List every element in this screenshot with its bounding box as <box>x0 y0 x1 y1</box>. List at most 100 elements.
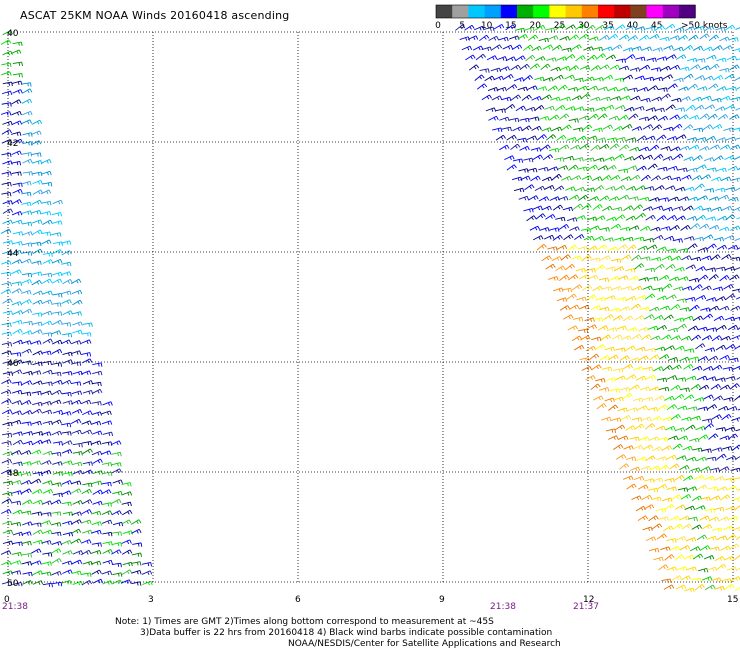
wind-barb <box>81 441 92 446</box>
wind-barb <box>686 215 698 221</box>
wind-barb <box>517 34 528 40</box>
wind-barb <box>684 236 695 241</box>
wind-barb <box>666 566 677 571</box>
wind-barb <box>566 136 577 142</box>
wind-barb <box>692 45 704 51</box>
wind-barb <box>692 127 704 133</box>
wind-barb <box>72 299 83 306</box>
wind-barb <box>10 570 22 575</box>
wind-barb <box>699 223 710 230</box>
wind-barb <box>12 89 23 94</box>
wind-barb <box>51 541 63 546</box>
wind-barb <box>509 35 520 40</box>
wind-barb <box>644 314 655 320</box>
wind-barb <box>666 486 677 491</box>
wind-barb <box>51 531 62 537</box>
wind-barb <box>474 74 485 81</box>
wind-barb <box>634 26 646 31</box>
wind-barb <box>676 323 687 330</box>
wind-barb <box>92 458 103 464</box>
wind-barb <box>531 125 542 131</box>
wind-barb <box>636 456 647 462</box>
wind-barb <box>32 189 44 195</box>
wind-barb <box>629 146 640 152</box>
wind-barb <box>132 542 143 547</box>
wind-barb <box>32 471 43 477</box>
wind-barb <box>559 36 570 41</box>
wind-barb <box>615 104 626 110</box>
wind-barb <box>599 195 610 202</box>
wind-barb <box>652 477 664 483</box>
wind-barb <box>62 278 73 285</box>
wind-barb <box>625 186 637 191</box>
wind-barb <box>729 144 740 150</box>
wind-barb <box>41 278 53 284</box>
wind-barb <box>675 54 687 60</box>
wind-barb <box>679 145 690 151</box>
wind-barb <box>553 185 565 192</box>
wind-barb <box>92 470 104 475</box>
wind-barb <box>705 135 717 142</box>
wind-barb <box>612 125 624 132</box>
wind-barb <box>610 223 622 230</box>
wind-barb <box>653 153 664 161</box>
wind-barb <box>575 215 586 220</box>
wind-barb <box>695 505 706 510</box>
wind-barb <box>584 157 595 162</box>
wind-barb <box>707 113 718 120</box>
wind-barb <box>31 390 42 396</box>
wind-barb <box>122 561 133 567</box>
wind-barb <box>631 334 642 340</box>
wind-barb <box>595 215 606 221</box>
wind-barb <box>1 509 12 514</box>
wind-barb <box>513 77 525 82</box>
wind-barb <box>620 226 631 232</box>
wind-barb <box>554 157 565 162</box>
wind-barb <box>689 304 700 312</box>
wind-barb <box>529 116 540 121</box>
wind-barb <box>706 456 717 462</box>
wind-barb <box>90 549 102 555</box>
wind-barb <box>515 55 526 62</box>
wind-barb <box>12 339 24 345</box>
wind-barb <box>50 399 62 405</box>
wind-barb <box>121 539 132 545</box>
wind-barb <box>615 375 626 381</box>
wind-barb <box>612 206 623 212</box>
wind-barb <box>52 271 63 277</box>
wind-barb <box>580 335 591 341</box>
wind-barb <box>592 127 603 132</box>
wind-barb <box>564 263 575 271</box>
wind-barb <box>676 134 687 140</box>
wind-barb <box>602 74 614 81</box>
wind-barb <box>52 441 63 446</box>
wind-barb <box>11 301 23 306</box>
wind-barb <box>686 566 697 572</box>
wind-barb <box>510 143 521 151</box>
wind-barb <box>21 410 33 415</box>
wind-barb <box>560 254 571 261</box>
legend-label: >50 knots <box>681 21 728 31</box>
note-line-1: Note: 1) Times are GMT 2)Times along bot… <box>115 617 494 627</box>
wind-barb <box>501 96 512 102</box>
wind-barb <box>670 176 682 182</box>
wind-barb <box>578 115 590 121</box>
wind-barb <box>479 68 490 73</box>
wind-barb <box>1 331 12 337</box>
wind-barb <box>620 95 631 101</box>
wind-barb <box>31 152 42 157</box>
wind-barb <box>541 94 552 100</box>
wind-barb <box>11 211 23 216</box>
wind-barb <box>42 529 53 535</box>
wind-barb <box>60 339 72 345</box>
wind-barb <box>531 45 542 52</box>
wind-barb <box>718 516 730 522</box>
wind-barb <box>2 120 13 126</box>
wind-barb <box>684 186 695 192</box>
wind-barb <box>90 420 102 426</box>
wind-barb <box>111 542 123 547</box>
wind-barb <box>536 86 548 91</box>
wind-barb <box>625 295 637 301</box>
wind-barb <box>713 75 724 81</box>
wind-barb <box>613 368 624 373</box>
